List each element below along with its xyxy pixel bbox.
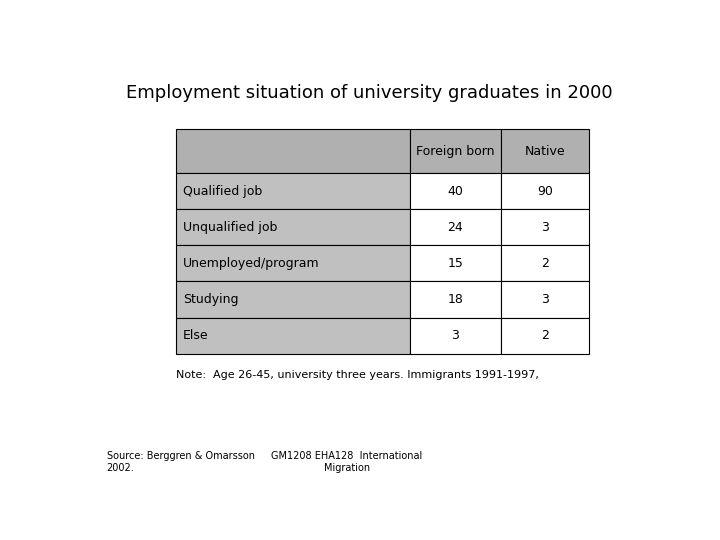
Bar: [176, 129, 410, 173]
Text: Note:  Age 26-45, university three years. Immigrants 1991-1997,: Note: Age 26-45, university three years.…: [176, 370, 539, 380]
Bar: [176, 173, 410, 209]
Bar: [410, 173, 500, 209]
Bar: [500, 173, 590, 209]
Text: 15: 15: [447, 257, 463, 270]
Text: Qualified job: Qualified job: [183, 185, 262, 198]
Text: 2: 2: [541, 257, 549, 270]
Text: 24: 24: [447, 221, 463, 234]
Text: GM1208 EHA128  International
Migration: GM1208 EHA128 International Migration: [271, 451, 423, 473]
Bar: [500, 318, 590, 354]
Text: 18: 18: [447, 293, 463, 306]
Bar: [410, 209, 500, 245]
Bar: [500, 209, 590, 245]
Text: Unemployed/program: Unemployed/program: [183, 257, 320, 270]
Bar: [176, 245, 410, 281]
Text: Unqualified job: Unqualified job: [183, 221, 278, 234]
Text: Employment situation of university graduates in 2000: Employment situation of university gradu…: [126, 84, 612, 102]
Text: 40: 40: [447, 185, 463, 198]
Text: Else: Else: [183, 329, 209, 342]
Text: Studying: Studying: [183, 293, 239, 306]
Bar: [410, 245, 500, 281]
Bar: [176, 281, 410, 318]
Bar: [176, 209, 410, 245]
Bar: [176, 318, 410, 354]
Text: 3: 3: [451, 329, 459, 342]
Text: Source: Berggren & Omarsson
2002.: Source: Berggren & Omarsson 2002.: [107, 451, 255, 473]
Text: 3: 3: [541, 293, 549, 306]
Bar: [500, 129, 590, 173]
Bar: [410, 318, 500, 354]
Text: 2: 2: [541, 329, 549, 342]
Text: Native: Native: [525, 145, 565, 158]
Text: 90: 90: [537, 185, 553, 198]
Bar: [500, 281, 590, 318]
Bar: [410, 129, 500, 173]
Text: 3: 3: [541, 221, 549, 234]
Bar: [410, 281, 500, 318]
Bar: [500, 245, 590, 281]
Text: Foreign born: Foreign born: [416, 145, 495, 158]
